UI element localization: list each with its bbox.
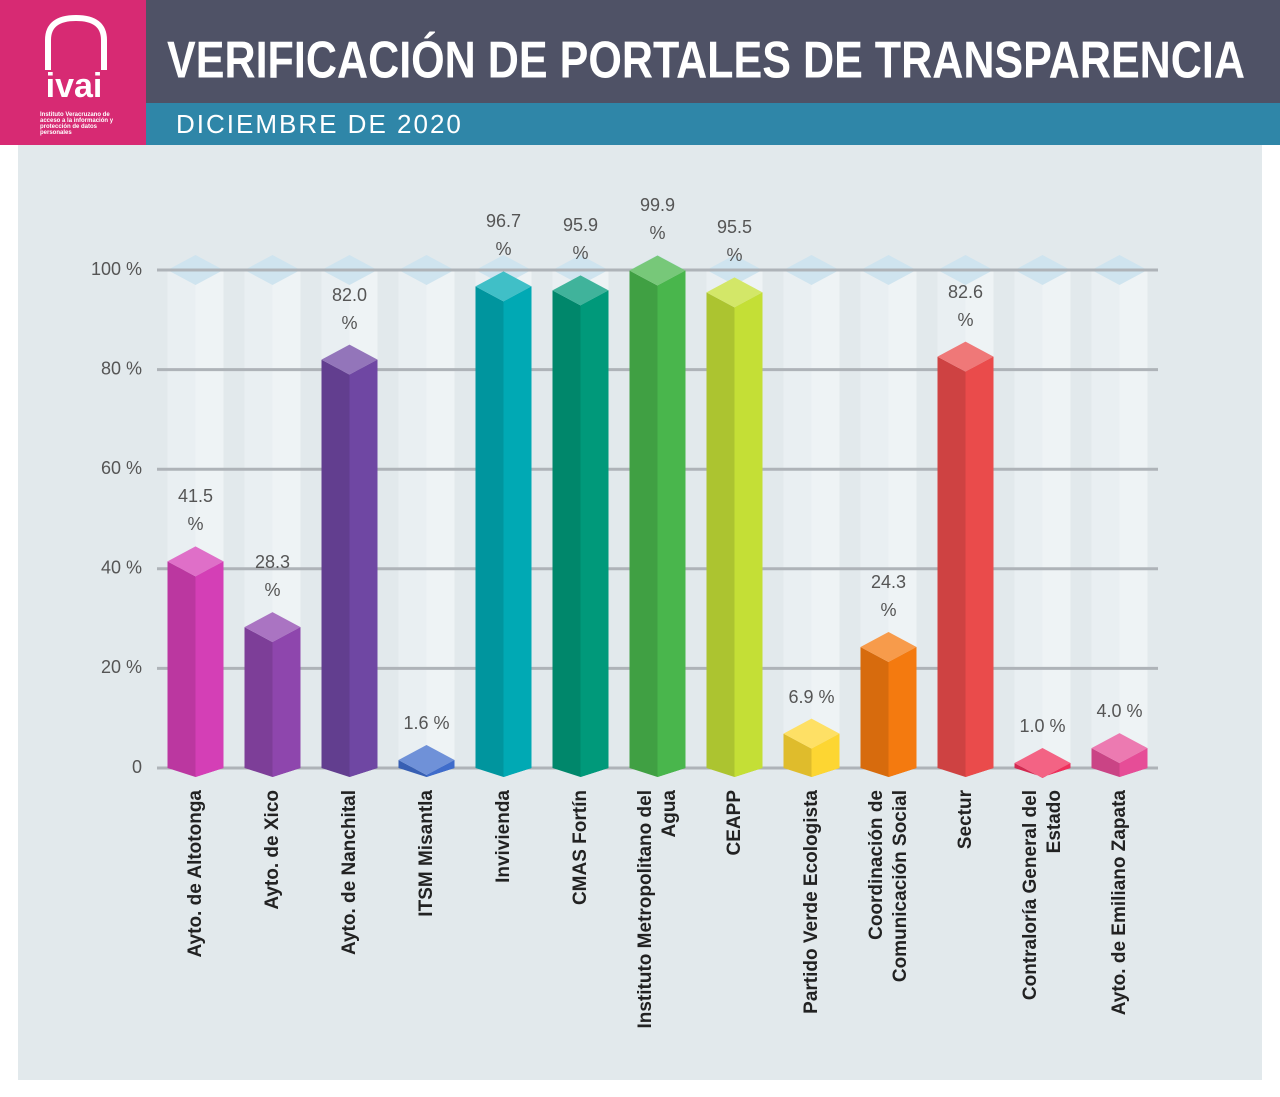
value-label: 96.7 %	[485, 211, 522, 260]
bar-side	[426, 760, 455, 777]
x-tick-label: Partido Verde Ecologista	[800, 790, 822, 1014]
chart-subtitle: DICIEMBRE DE 2020	[176, 109, 463, 139]
value-label: 1.0 %	[1019, 716, 1066, 737]
y-tick-label: 20 %	[101, 657, 142, 677]
bar-top	[629, 255, 686, 286]
bar-top	[1014, 748, 1071, 779]
y-tick-label: 60 %	[101, 458, 142, 478]
chart-title: VERIFICACIÓN DE PORTALES DE TRANSPARENCI…	[167, 32, 1245, 90]
bar-side	[965, 356, 994, 777]
x-tick-label: Ayto. de Altotonga	[184, 790, 206, 958]
x-tick-label: Ayto. de Xico	[261, 790, 283, 910]
bar-top	[783, 718, 840, 749]
x-tick-label: ITSM Misantla	[415, 790, 437, 917]
x-tick-label: Coordinación de Comunicación Social	[865, 790, 911, 983]
bar-side	[272, 627, 301, 777]
bg-column	[811, 270, 840, 768]
y-tick-label: 40 %	[101, 558, 142, 578]
bar-top	[1091, 733, 1148, 764]
bar-top	[706, 277, 763, 308]
y-tick-label: 80 %	[101, 358, 142, 378]
bg-column	[1014, 270, 1043, 768]
bar-side	[580, 290, 609, 777]
bar-top	[552, 275, 609, 306]
logo-block	[0, 0, 146, 145]
bar-side	[195, 561, 224, 777]
x-tick-label: Ayto. de Nanchital	[338, 790, 360, 956]
y-tick-label: 0	[132, 757, 142, 777]
bar-side	[349, 359, 378, 777]
logo-text: ivai	[46, 67, 103, 105]
x-tick-label: CMAS Fortín	[569, 790, 591, 906]
value-label: 6.9 %	[788, 686, 835, 707]
bg-column	[398, 270, 427, 768]
value-label: 95.9 %	[562, 215, 599, 264]
value-label: 82.0 %	[331, 284, 368, 333]
x-tick-label: Contraloría General del Estado	[1019, 790, 1065, 1001]
value-label: 28.3 %	[254, 552, 291, 601]
bg-column	[1119, 270, 1148, 768]
value-label: 24.3 %	[870, 571, 907, 620]
bar-side	[811, 733, 840, 777]
bar-side	[503, 286, 532, 777]
bg-column	[1042, 270, 1071, 768]
value-label: 4.0 %	[1096, 701, 1143, 722]
bg-column	[783, 270, 812, 768]
value-label: 95.5 %	[716, 217, 753, 266]
logo-caption: Instituto Veracruzano de acceso a la inf…	[40, 112, 114, 136]
value-label: 1.6 %	[403, 713, 450, 734]
x-tick-label: Sectur	[954, 790, 976, 850]
value-label: 82.6 %	[947, 281, 984, 330]
bg-column	[1091, 270, 1120, 768]
x-tick-label: Instituto Metropolitano del Agua	[634, 790, 680, 1029]
bar-side	[1119, 748, 1148, 777]
bar-side	[734, 292, 763, 777]
bar-top	[937, 341, 994, 372]
logo-arch	[45, 14, 107, 70]
bar-top	[244, 612, 301, 643]
bar-top	[167, 546, 224, 577]
bar-top	[321, 344, 378, 375]
x-tick-label: CEAPP	[723, 790, 745, 856]
bar-top	[475, 271, 532, 302]
bar-side	[657, 270, 686, 777]
x-tick-label: Ayto. de Emiliano Zapata	[1108, 790, 1130, 1016]
bar-top	[398, 745, 455, 776]
bar-side	[888, 646, 917, 777]
value-label: 41.5 %	[177, 486, 214, 535]
value-label: 99.9 %	[639, 195, 676, 244]
x-tick-label: Invivienda	[492, 790, 514, 883]
bg-column	[426, 270, 455, 768]
subtitle-bar	[146, 103, 1280, 145]
bar-top	[860, 631, 917, 662]
title-bar	[146, 0, 1280, 103]
y-tick-label: 100 %	[91, 259, 142, 279]
